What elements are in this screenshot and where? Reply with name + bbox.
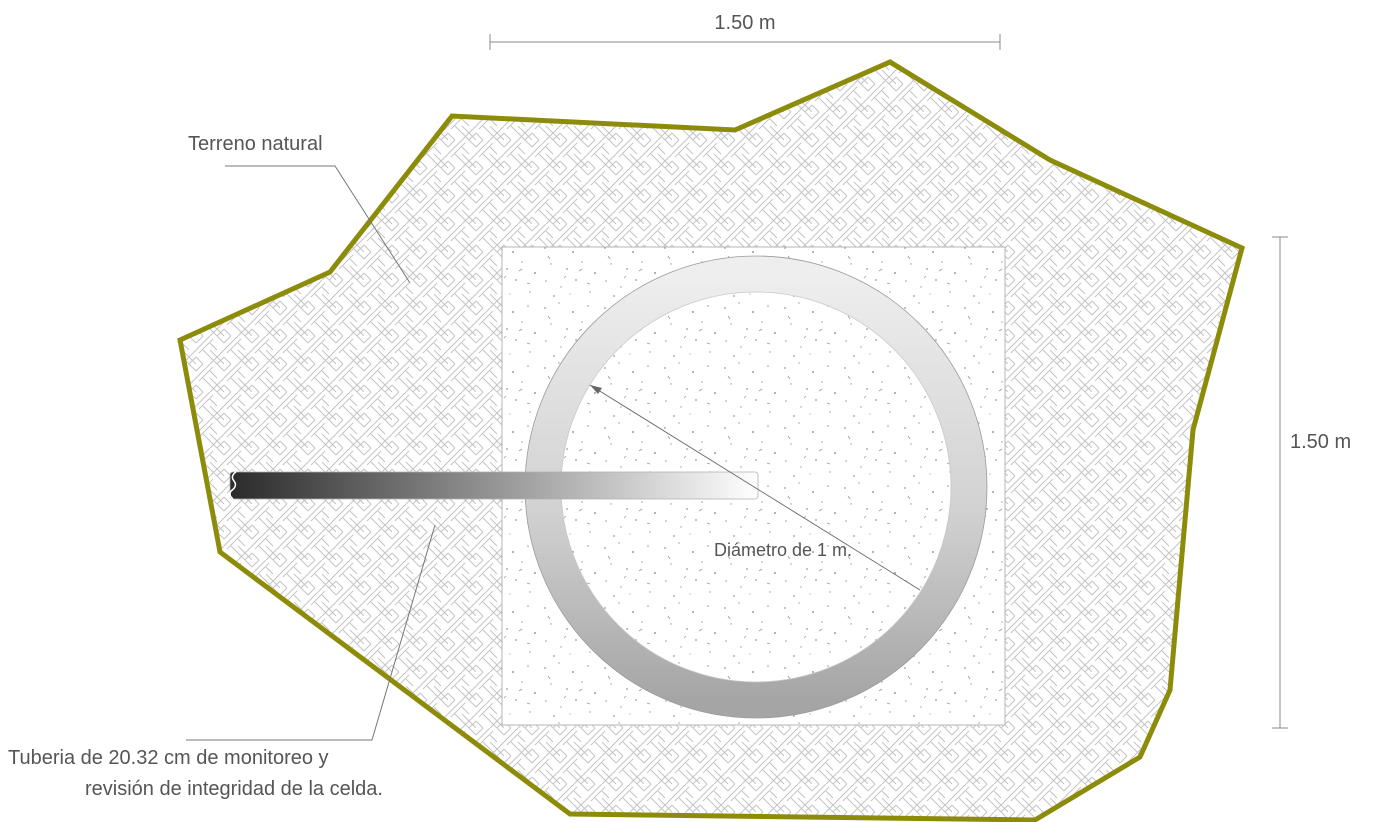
- monitoring-pipe: [229, 471, 759, 500]
- terrain-boundary: [177, 59, 1245, 822]
- horizontal-dimension: [489, 34, 1001, 50]
- terrain-leader-line: [225, 165, 411, 284]
- terrain-label: Terreno natural: [188, 133, 323, 155]
- vertical-dimension: [1272, 236, 1288, 729]
- diameter-label: Diámetro de 1 m.: [714, 540, 852, 560]
- pipe-label-line-2: revisión de integridad de la celda.: [85, 778, 383, 800]
- vertical-dimension-label: 1.50 m: [1290, 431, 1351, 453]
- pipe-leader-line: [186, 524, 436, 741]
- horizontal-dimension-label: 1.50 m: [714, 12, 775, 34]
- diameter-line: [589, 384, 921, 591]
- diameter-arrow-tip: [590, 385, 602, 394]
- pipe-label-line-1: Tuberia de 20.32 cm de monitoreo y: [8, 747, 329, 769]
- pipe-cut-end: [229, 471, 237, 500]
